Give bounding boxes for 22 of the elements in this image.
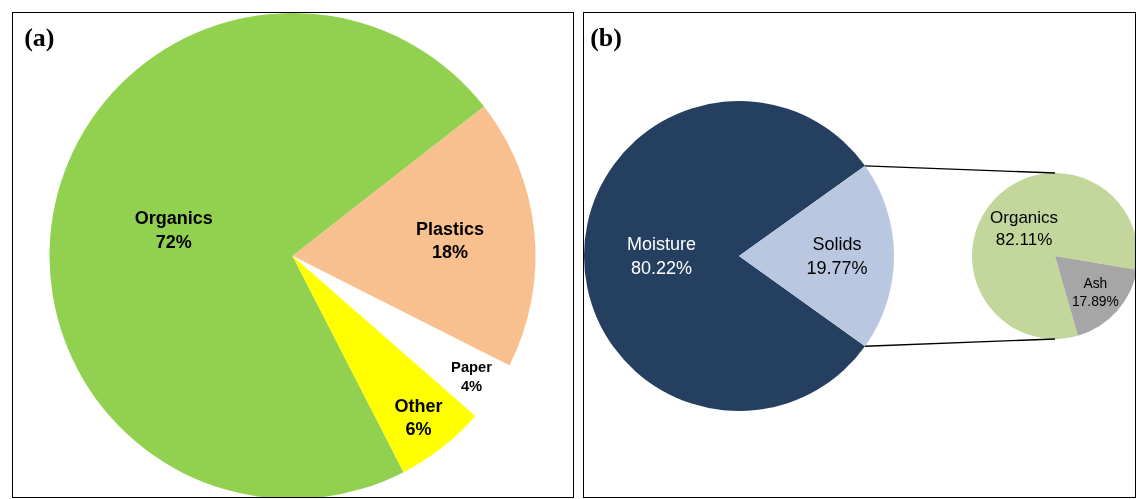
slice-label: Solids <box>812 234 862 255</box>
chart-title: (a) <box>24 22 55 52</box>
data-label: 72% <box>155 231 192 252</box>
slice-label: Organics <box>134 208 213 229</box>
data-label: 18% <box>431 242 468 263</box>
data-label: 17.89% <box>1071 292 1119 309</box>
pie-slice <box>584 101 866 411</box>
slice-label: Plastics <box>415 218 484 239</box>
slice-label: Organics <box>990 207 1059 227</box>
chart-title: (b) <box>590 22 622 52</box>
data-label: 82.11% <box>995 229 1053 249</box>
data-label: 19.77% <box>806 257 868 278</box>
data-label: 6% <box>405 418 432 439</box>
slice-label: Moisture <box>626 234 697 255</box>
data-label: 80.22% <box>630 257 693 278</box>
pie-slice <box>972 173 1135 339</box>
slice-label: Ash <box>1083 274 1108 291</box>
slice-label: Other <box>394 395 443 416</box>
pie-slice <box>1055 256 1135 336</box>
slice-label: Paper <box>451 359 493 376</box>
data-label: 4% <box>460 378 483 395</box>
pie-slice <box>739 165 894 347</box>
